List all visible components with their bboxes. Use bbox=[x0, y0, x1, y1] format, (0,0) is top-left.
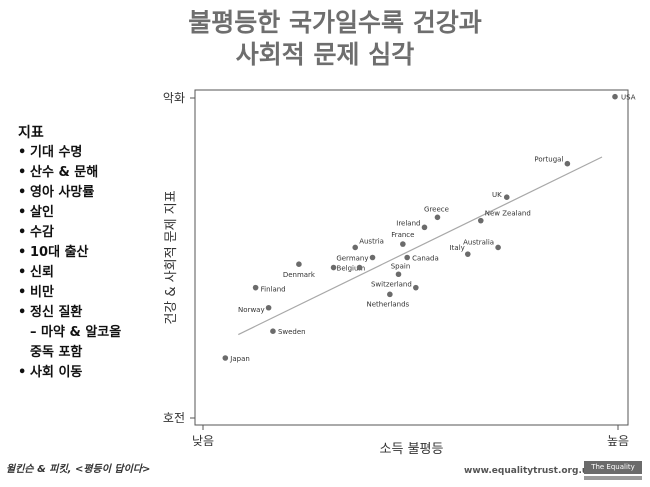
bullet: • bbox=[18, 145, 27, 160]
bullet: • bbox=[18, 365, 27, 380]
point-label: Denmark bbox=[283, 271, 316, 279]
data-point bbox=[270, 328, 276, 335]
data-point bbox=[296, 261, 302, 268]
point-label: Greece bbox=[424, 205, 449, 213]
y-tick-label-good: 호전 bbox=[163, 411, 185, 425]
point-label: Portugal bbox=[534, 156, 563, 164]
x-tick-label-low: 낮음 bbox=[192, 434, 214, 448]
point-label: Sweden bbox=[278, 328, 306, 336]
data-point bbox=[421, 224, 428, 231]
trend-line bbox=[238, 156, 603, 336]
source-url[interactable]: www.equalitytrust.org.uk bbox=[464, 466, 595, 476]
data-point bbox=[356, 264, 363, 271]
data-point bbox=[464, 251, 471, 257]
data-point bbox=[387, 291, 393, 298]
bullet: • bbox=[18, 245, 27, 260]
bullet: • bbox=[18, 185, 27, 200]
equality-trust-logo: The Equality Trust bbox=[584, 461, 642, 484]
chart-title-line-1: 불평등한 국가일수록 건강과 bbox=[188, 8, 482, 37]
indicator-text: 기대 수명 bbox=[30, 145, 83, 160]
point-label: Finland bbox=[261, 286, 286, 294]
data-point bbox=[252, 284, 259, 291]
indicator-item: – 마약 & 알코올 bbox=[18, 323, 121, 343]
data-point bbox=[395, 271, 402, 278]
bullet: • bbox=[18, 265, 27, 280]
indicator-text: 중독 포함 bbox=[30, 345, 83, 360]
indicator-item: • 살인 bbox=[18, 203, 121, 223]
indicator-item: • 정신 질환 bbox=[18, 303, 121, 323]
point-label: Norway bbox=[238, 306, 265, 314]
data-point bbox=[352, 244, 359, 251]
indicator-item: • 사회 이동 bbox=[18, 363, 121, 383]
point-label: Japan bbox=[229, 355, 250, 363]
indicator-item: • 10대 출산 bbox=[18, 243, 121, 263]
point-label: Switzerland bbox=[371, 281, 412, 289]
point-label: Netherlands bbox=[367, 300, 410, 308]
point-label: Belgium bbox=[337, 265, 366, 273]
bullet: • bbox=[18, 225, 27, 240]
x-axis-title: 소득 불평등 bbox=[380, 442, 444, 457]
x-tick-label-high: 높음 bbox=[607, 434, 629, 448]
indicator-text: 수감 bbox=[30, 225, 54, 240]
plot-frame bbox=[194, 89, 629, 426]
indicator-text: 비만 bbox=[30, 285, 54, 300]
y-axis-title: 건강 & 사회적 문제 지표 bbox=[164, 190, 179, 324]
point-label: New Zealand bbox=[485, 210, 531, 218]
y-tick-label-bad: 악화 bbox=[163, 91, 185, 105]
data-point bbox=[400, 241, 406, 247]
bullet: • bbox=[18, 285, 27, 300]
indicator-item: • 비만 bbox=[18, 283, 121, 303]
data-point bbox=[330, 264, 337, 271]
point-label: Australia bbox=[463, 238, 494, 246]
data-point bbox=[612, 93, 618, 100]
indicator-text: 사회 이동 bbox=[30, 365, 83, 380]
citation: 윌킨슨 & 피킷, <평등이 답이다> bbox=[6, 464, 151, 475]
point-label: Ireland bbox=[396, 219, 420, 227]
indicator-item: • 기대 수명 bbox=[18, 143, 121, 163]
logo-bar bbox=[584, 476, 642, 480]
indicator-text: 영아 사망률 bbox=[30, 185, 95, 200]
indicator-item: • 수감 bbox=[18, 223, 121, 243]
bullet: • bbox=[18, 205, 27, 220]
indicator-text: 10대 출산 bbox=[30, 245, 89, 260]
data-point bbox=[495, 244, 501, 251]
indicator-text: 정신 질환 bbox=[30, 305, 83, 320]
point-label: USA bbox=[621, 94, 636, 102]
indicator-item: • 신뢰 bbox=[18, 263, 121, 283]
point-label: Italy bbox=[450, 244, 465, 252]
point-label: France bbox=[391, 231, 414, 239]
bullet: • bbox=[18, 165, 27, 180]
data-point bbox=[503, 194, 510, 200]
point-label: Spain bbox=[391, 262, 411, 270]
data-point bbox=[265, 304, 272, 311]
indicator-text: 살인 bbox=[30, 205, 54, 220]
data-point bbox=[477, 217, 484, 224]
indicator-text: 신뢰 bbox=[30, 265, 54, 280]
indicator-list-heading: 지표 bbox=[18, 125, 44, 141]
bullet: • bbox=[18, 305, 27, 320]
indicator-text: 산수 & 문해 bbox=[30, 165, 99, 180]
indicator-item: • 영아 사망률 bbox=[18, 183, 121, 203]
data-point bbox=[222, 355, 229, 361]
indicator-item: • 산수 & 문해 bbox=[18, 163, 121, 183]
point-label: UK bbox=[492, 191, 502, 199]
indicator-item: 중독 포함 bbox=[18, 343, 121, 363]
indicator-list: 지표 • 기대 수명 • 산수 & 문해 • 영아 사망률 • 살인 • 수감 • 10대 출산 • 신뢰… bbox=[18, 123, 121, 383]
indicator-text: – 마약 & 알코올 bbox=[30, 325, 122, 340]
data-point bbox=[434, 214, 441, 221]
data-point bbox=[564, 160, 571, 167]
chart-title-line-2: 사회적 문제 심각 bbox=[235, 40, 415, 69]
point-label: Austria bbox=[359, 237, 384, 245]
point-label: Germany bbox=[336, 255, 368, 263]
indicator-items: • 기대 수명 • 산수 & 문해 • 영아 사망률 • 살인 • 수감 • 10대 출산 • 신뢰 • 비만… bbox=[18, 143, 121, 383]
point-label: Canada bbox=[412, 255, 439, 263]
data-point bbox=[413, 284, 419, 291]
data-point bbox=[369, 254, 376, 261]
data-point bbox=[404, 254, 410, 261]
